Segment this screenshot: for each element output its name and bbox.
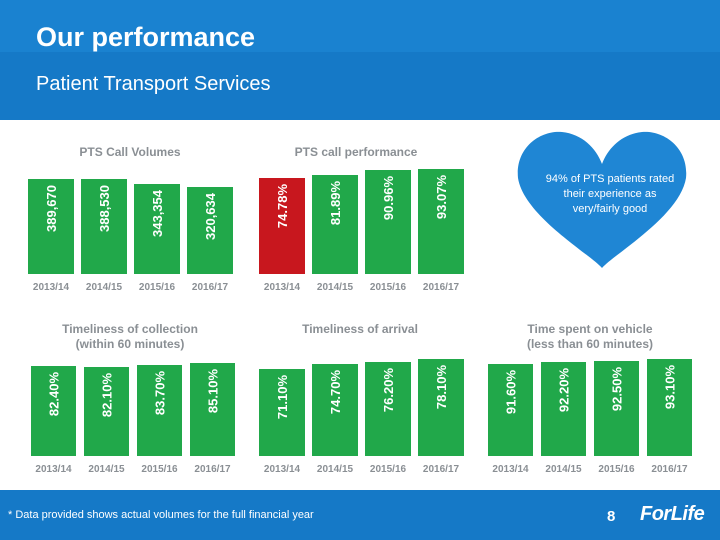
x-tick-label: 2013/14 [264,282,301,293]
heart-caption: 94% of PTS patients rated their experien… [545,173,675,215]
data-label: 76.20% [381,368,396,413]
forlife-logo: ForLife [640,503,705,525]
bar-2016/17 [647,359,692,456]
bar-2015/16 [365,170,411,274]
chart-timeliness-collection: Timeliness of collection(within 60 minut… [31,322,235,475]
chart-subtitle: (less than 60 minutes) [527,337,653,351]
data-label: 74.70% [328,370,343,415]
x-tick-label: 2015/16 [141,464,178,475]
x-tick-label: 2013/14 [35,464,72,475]
bar-2014/15 [541,362,586,456]
data-label: 71.10% [275,375,290,420]
bar-2013/14 [259,369,305,456]
data-label: 83.70% [153,371,168,416]
bar-2015/16 [134,184,180,274]
data-label: 320,634 [203,192,218,240]
x-tick-label: 2016/17 [423,464,460,475]
bar-2014/15 [312,364,358,456]
data-label: 92.50% [610,367,625,412]
bar-2016/17 [418,359,464,456]
bar-2016/17 [187,187,233,274]
data-label: 93.10% [663,365,678,410]
header-band: Our performance Patient Transport Servic… [0,0,720,120]
data-label: 389,670 [44,185,59,232]
bar-2014/15 [84,367,129,456]
chart-call-performance: PTS call performance 74.78% 2013/14 81.89% 2… [259,145,464,293]
bar-2016/17 [190,363,235,456]
data-label: 388,530 [97,185,112,232]
data-label: 90.96% [381,176,396,221]
chart-call-volumes: PTS Call Volumes 389,670 2013/14 388,530 201… [28,145,233,293]
x-tick-label: 2016/17 [194,464,231,475]
x-tick-label: 2016/17 [423,282,460,293]
bar-2015/16 [365,362,411,456]
x-tick-label: 2016/17 [192,282,229,293]
data-label: 85.10% [206,369,221,414]
chart-title: Time spent on vehicle [527,322,652,336]
header-top-band [0,0,720,52]
heart-icon [517,131,687,268]
page-title: Our performance [36,22,256,52]
page-subtitle: Patient Transport Services [36,73,271,95]
bar-2015/16 [137,365,182,456]
data-label: 74.78% [275,184,290,229]
x-tick-label: 2014/15 [88,464,125,475]
data-label: 82.40% [47,372,62,417]
x-tick-label: 2015/16 [370,464,407,475]
data-label: 78.10% [434,365,449,410]
x-tick-label: 2014/15 [545,464,582,475]
bar-2016/17 [418,169,464,274]
x-tick-label: 2015/16 [139,282,176,293]
data-label: 343,354 [150,189,165,237]
data-label: 82.10% [100,373,115,418]
bar-2014/15 [81,179,127,274]
x-tick-label: 2014/15 [86,282,123,293]
data-label: 92.20% [557,368,572,413]
data-label: 93.07% [434,175,449,220]
chart-title: Timeliness of collection [62,322,198,336]
bar-2013/14 [28,179,74,274]
chart-title: Timeliness of arrival [302,322,418,336]
charts-canvas: PTS Call Volumes 389,670 2013/14 388,530 201… [28,131,692,475]
bar-2015/16 [594,361,639,456]
bar-2013/14 [259,178,305,274]
data-label: 81.89% [328,181,343,226]
page-number: 8 [607,508,616,525]
x-tick-label: 2014/15 [317,464,354,475]
footnote: * Data provided shows actual volumes for… [8,509,314,521]
chart-title: PTS Call Volumes [79,145,180,159]
footer-band: * Data provided shows actual volumes for… [0,490,720,540]
bar-2014/15 [312,175,358,274]
bar-2013/14 [31,366,76,456]
x-tick-label: 2014/15 [317,282,354,293]
x-tick-label: 2015/16 [370,282,407,293]
chart-time-on-vehicle: Time spent on vehicle(less than 60 minut… [488,322,692,475]
bar-2013/14 [488,364,533,456]
x-tick-label: 2013/14 [492,464,529,475]
x-tick-label: 2013/14 [33,282,70,293]
x-tick-label: 2015/16 [598,464,635,475]
data-label: 91.60% [504,370,519,415]
chart-timeliness-arrival: Timeliness of arrival 71.10% 2013/14 74.70%… [259,322,464,475]
x-tick-label: 2016/17 [651,464,688,475]
x-tick-label: 2013/14 [264,464,301,475]
chart-title: PTS call performance [295,145,418,159]
chart-subtitle: (within 60 minutes) [76,337,185,351]
